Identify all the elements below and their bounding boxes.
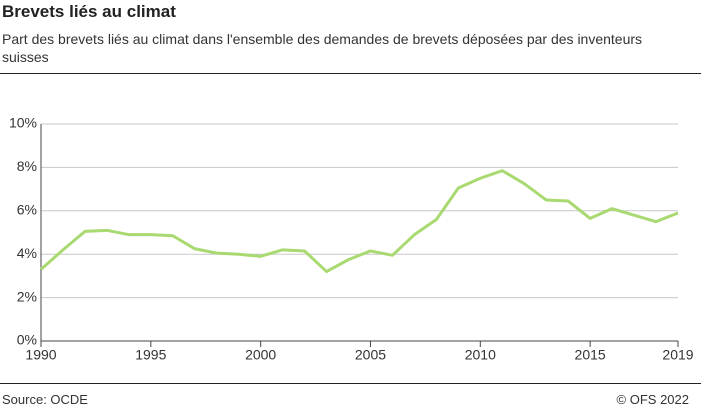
y-tick-label: 6% <box>17 202 37 218</box>
y-tick-label: 10% <box>9 115 37 131</box>
y-tick-label: 0% <box>17 332 37 348</box>
x-tick-label: 2019 <box>662 347 693 363</box>
source: Source: OCDE <box>2 392 88 407</box>
x-tick-label: 1995 <box>135 347 166 363</box>
y-tick-label: 2% <box>17 288 37 304</box>
x-tick-label: 1990 <box>25 347 56 363</box>
chart-title: Brevets liés au climat <box>2 2 176 21</box>
x-tick-label: 2000 <box>245 347 276 363</box>
y-tick-label: 4% <box>17 245 37 261</box>
x-tick-label: 2015 <box>575 347 606 363</box>
x-tick-label: 2005 <box>355 347 386 363</box>
data-line <box>40 169 679 274</box>
copyright: © OFS 2022 <box>616 392 689 407</box>
y-tick-label: 8% <box>17 158 37 174</box>
x-tick-label: 2010 <box>465 347 496 363</box>
chart-subtitle: Part des brevets liés au climat dans l'e… <box>2 31 643 65</box>
